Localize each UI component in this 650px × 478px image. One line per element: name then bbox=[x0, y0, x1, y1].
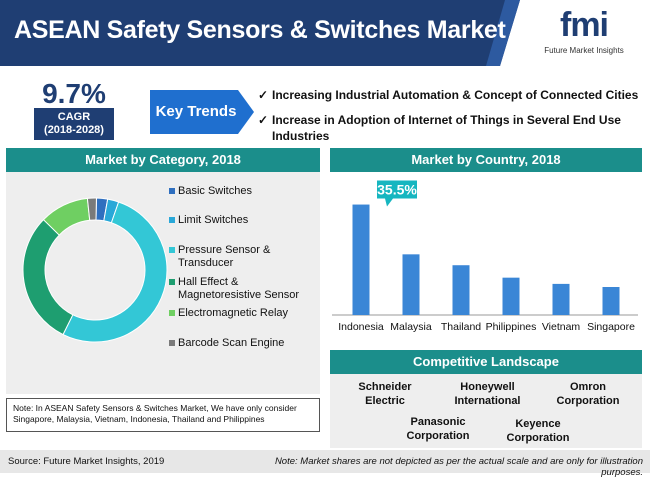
x-tick-label: Philippines bbox=[486, 321, 537, 333]
category-title: Market by Category, 2018 bbox=[6, 148, 320, 172]
logo-tagline: Future Market Insights bbox=[544, 46, 624, 55]
fmi-logo: fmi Future Market Insights bbox=[534, 6, 634, 61]
bar-vietnam bbox=[552, 283, 570, 315]
legend-swatch bbox=[169, 217, 175, 223]
legend-label: Basic Switches bbox=[178, 185, 252, 197]
callout-label: 35.5% bbox=[377, 182, 417, 198]
checkmark-icon: ✓ bbox=[258, 88, 269, 102]
cagr-label: CAGR bbox=[57, 111, 91, 123]
x-tick-label: Indonesia bbox=[338, 321, 384, 333]
donut-slice bbox=[86, 197, 97, 221]
footer-bar bbox=[0, 450, 650, 473]
footer-source: Source: Future Market Insights, 2019 bbox=[8, 456, 165, 467]
legend-label: Hall Effect & Magnetoresistive Sensor bbox=[178, 276, 300, 301]
bar-thailand bbox=[452, 265, 470, 315]
cagr-value: 9.7% bbox=[42, 78, 106, 109]
x-tick-label: Thailand bbox=[441, 321, 481, 333]
checkmark-icon: ✓ bbox=[258, 113, 269, 127]
bar-indonesia bbox=[352, 204, 370, 315]
header-background bbox=[0, 0, 650, 66]
x-tick-label: Singapore bbox=[587, 321, 635, 333]
trend-text: Increasing Industrial Automation & Conce… bbox=[272, 88, 639, 102]
key-trends-arrow bbox=[150, 90, 254, 134]
legend-label: Limit Switches bbox=[178, 214, 249, 226]
bar-singapore bbox=[602, 287, 620, 315]
country-title: Market by Country, 2018 bbox=[330, 148, 642, 172]
trend-text: Increase in Adoption of Internet of Thin… bbox=[272, 113, 621, 143]
legend-swatch bbox=[169, 310, 175, 316]
competitive-panel bbox=[330, 374, 642, 448]
legend-item: Electromagnetic Relay bbox=[169, 307, 328, 320]
company-name: Omron Corporation bbox=[556, 381, 620, 407]
page-title: ASEAN Safety Sensors & Switches Market bbox=[14, 16, 506, 44]
country-bar-chart: Indonesia Malaysia Thailand Philippines Viet… bbox=[332, 180, 638, 333]
legend-item: Limit Switches bbox=[169, 214, 328, 227]
competitive-title: Competitive Landscape bbox=[330, 350, 642, 374]
header-banner: ASEAN Safety Sensors & Switches Market f… bbox=[0, 0, 650, 66]
donut-slice bbox=[62, 201, 168, 343]
legend-label: Barcode Scan Engine bbox=[178, 337, 285, 349]
company-name: Keyence Corporation bbox=[506, 418, 570, 444]
cagr-badge: CAGR (2018-2028) bbox=[34, 108, 114, 140]
footer-disclaimer: Note: Market shares are not depicted as … bbox=[274, 456, 643, 478]
scope-note: Note: In ASEAN Safety Sensors & Switches… bbox=[6, 398, 320, 432]
bar-philippines bbox=[502, 277, 520, 315]
legend-swatch bbox=[169, 279, 175, 285]
legend-swatch bbox=[169, 247, 175, 253]
company-name: Panasonic Corporation bbox=[406, 416, 470, 442]
company-name: Honeywell International bbox=[454, 381, 521, 407]
legend-item: Pressure Sensor & Transducer bbox=[169, 244, 288, 270]
category-donut-chart bbox=[22, 197, 168, 343]
legend-item: Barcode Scan Engine bbox=[169, 337, 328, 350]
donut-slice bbox=[22, 218, 74, 336]
legend-item: Basic Switches bbox=[169, 185, 328, 198]
cagr-period: (2018-2028) bbox=[44, 124, 104, 136]
company-name: Schneider Electric bbox=[358, 381, 412, 407]
bar-malaysia bbox=[402, 254, 420, 315]
legend-swatch bbox=[169, 188, 175, 194]
legend-swatch bbox=[169, 340, 175, 346]
logo-letters: fmi bbox=[560, 6, 609, 44]
x-tick-label: Malaysia bbox=[390, 321, 432, 333]
x-tick-label: Vietnam bbox=[542, 321, 581, 333]
legend-item: Hall Effect & Magnetoresistive Sensor bbox=[169, 276, 323, 302]
key-trends-label: Key Trends bbox=[155, 103, 237, 120]
legend-label: Electromagnetic Relay bbox=[178, 307, 289, 319]
legend-label: Pressure Sensor & Transducer bbox=[178, 244, 271, 269]
callout-bubble bbox=[377, 180, 417, 207]
